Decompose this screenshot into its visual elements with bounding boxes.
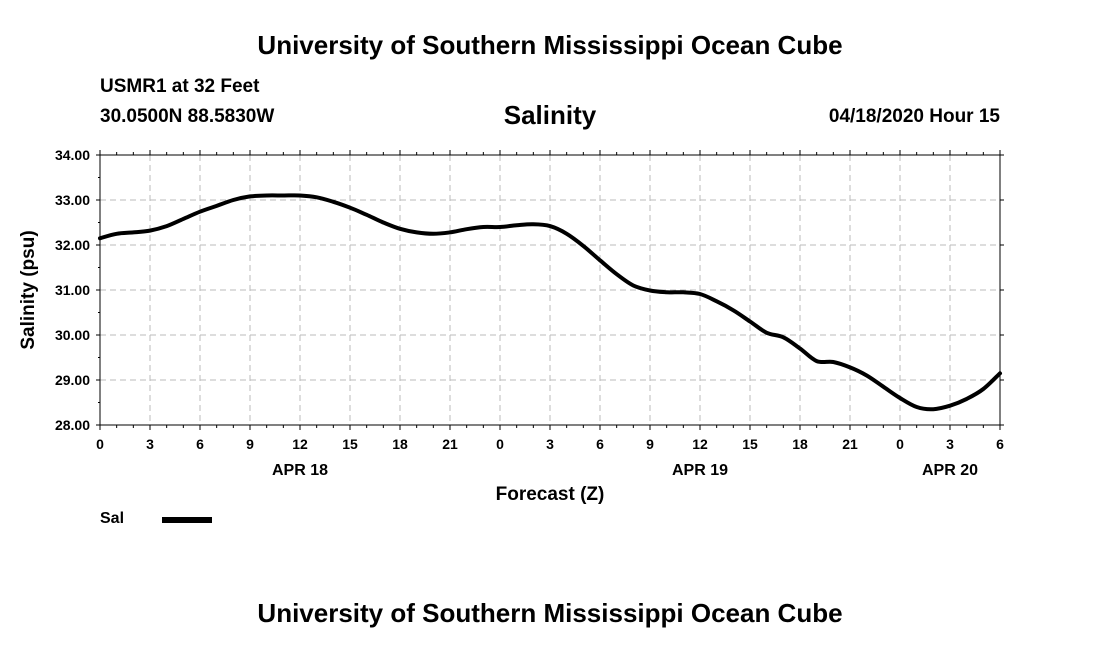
- y-axis-title: Salinity (psu): [18, 230, 39, 349]
- x-tick-label: 15: [342, 436, 358, 452]
- x-tick-label: 3: [946, 436, 954, 452]
- y-tick-label: 28.00: [55, 417, 90, 433]
- x-tick-label: 6: [596, 436, 604, 452]
- datetime-label: 04/18/2020 Hour 15: [828, 106, 1000, 127]
- legend-label-sal: Sal: [100, 510, 125, 527]
- y-tick-label: 30.00: [55, 327, 90, 343]
- x-tick-label: 6: [996, 436, 1004, 452]
- date-label: APR 19: [672, 462, 728, 479]
- y-tick-label: 33.00: [55, 192, 90, 208]
- x-tick-label: 0: [496, 436, 504, 452]
- x-tick-label: 21: [442, 436, 458, 452]
- series-line-sal: [98, 193, 1002, 412]
- x-tick-label: 12: [692, 436, 708, 452]
- x-tick-label: 9: [646, 436, 654, 452]
- x-tick-label: 18: [792, 436, 808, 452]
- tick-layer: [96, 150, 1004, 430]
- station-label: USMR1 at 32 Feet: [100, 76, 260, 97]
- x-tick-label: 0: [96, 436, 104, 452]
- date-label: APR 18: [272, 462, 328, 479]
- label-layer: 28.00 29.00 30.00 31.00 32.00 33.00 34.00 0 3 6 9 1…: [55, 147, 1004, 479]
- y-tick-label: 29.00: [55, 372, 90, 388]
- x-tick-label: 9: [246, 436, 254, 452]
- grid-layer: [99, 154, 1001, 426]
- x-tick-label: 18: [392, 436, 408, 452]
- x-tick-label: 12: [292, 436, 308, 452]
- x-tick-label: 21: [842, 436, 858, 452]
- footer-title: University of Southern Mississippi Ocean…: [257, 598, 843, 628]
- variable-title: Salinity: [503, 100, 597, 130]
- date-label: APR 20: [922, 462, 978, 479]
- y-tick-label: 31.00: [55, 282, 90, 298]
- y-tick-label: 34.00: [55, 147, 90, 163]
- legend: Sal: [100, 506, 300, 536]
- x-tick-label: 0: [896, 436, 904, 452]
- coordinates-label: 30.0500N 88.5830W: [100, 106, 275, 127]
- x-tick-label: 15: [742, 436, 758, 452]
- x-tick-label: 3: [146, 436, 154, 452]
- legend-swatch-sal: [162, 517, 212, 523]
- chart-title: University of Southern Mississippi Ocean…: [257, 30, 843, 60]
- y-tick-label: 32.00: [55, 237, 90, 253]
- x-axis-title: Forecast (Z): [496, 484, 605, 505]
- x-tick-label: 3: [546, 436, 554, 452]
- x-tick-label: 6: [196, 436, 204, 452]
